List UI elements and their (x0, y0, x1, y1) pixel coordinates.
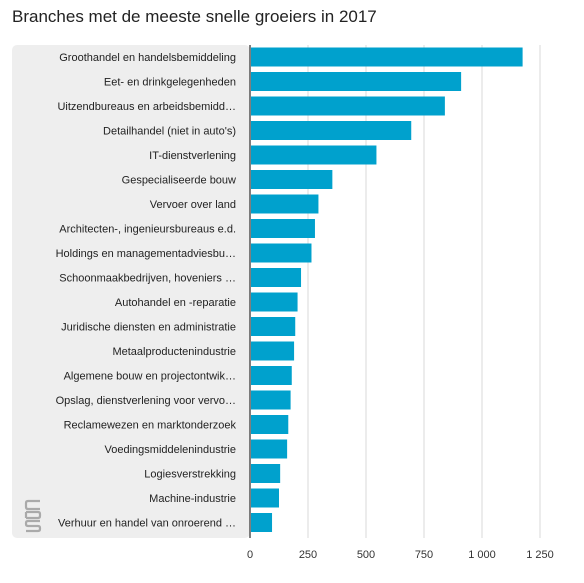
bar (251, 439, 288, 459)
category-label-panel (12, 45, 250, 538)
x-tick-label: 250 (299, 549, 317, 561)
x-tick-label: 500 (357, 549, 375, 561)
gridlines (307, 45, 541, 538)
category-label: Architecten-, ingenieursbureaus e.d. (59, 224, 236, 236)
bar (251, 317, 296, 336)
bar (251, 292, 298, 312)
category-label: Verhuur en handel van onroerend … (58, 518, 236, 530)
category-label: Reclamewezen en marktonderzoek (64, 420, 237, 432)
bar (251, 415, 289, 434)
bar (251, 219, 315, 238)
category-label: Vervoer over land (150, 199, 236, 211)
chart-title: Branches met de meeste snelle groeiers i… (12, 7, 377, 26)
x-tick-labels: 0 250 500 750 1 000 1 250 (247, 549, 554, 561)
bar (251, 341, 295, 361)
bar (251, 390, 291, 410)
bar (251, 121, 412, 140)
bar (251, 170, 333, 189)
category-label: Uitzendbureaus en arbeidsbemidd… (57, 101, 236, 113)
bar (251, 366, 292, 385)
bars (251, 47, 523, 532)
cbs-logo-icon (24, 499, 42, 533)
bar (251, 488, 279, 508)
category-label: Autohandel en -reparatie (115, 297, 236, 309)
category-label: Gespecialiseerde bouw (122, 175, 236, 187)
bar (251, 268, 302, 287)
category-label: Algemene bouw en projectontwik… (64, 371, 236, 383)
bar (251, 513, 273, 532)
bar (251, 96, 445, 116)
bar (251, 194, 319, 214)
x-tick-label: 750 (415, 549, 433, 561)
category-label: Eet- en drinkgelegenheden (104, 77, 236, 89)
category-label: Holdings en managementadviesbu… (56, 248, 236, 260)
bar (251, 47, 523, 67)
category-label: Groothandel en handelsbemiddeling (59, 52, 236, 64)
category-label: IT-dienstverlening (149, 150, 236, 162)
x-tick-label: 1 000 (468, 549, 496, 561)
category-label: Voedingsmiddelenindustrie (105, 444, 236, 456)
category-label: Schoonmaakbedrijven, hoveniers … (59, 273, 236, 285)
category-label: Opslag, dienstverlening voor vervo… (56, 395, 236, 407)
category-label: Machine-industrie (149, 493, 236, 505)
x-tick-label: 1 250 (526, 549, 554, 561)
category-labels: Groothandel en handelsbemiddeling Eet- en… (56, 52, 237, 530)
x-tick-label: 0 (247, 549, 253, 561)
category-label: Detailhandel (niet in auto's) (103, 126, 236, 138)
category-label: Metaalproductenindustrie (112, 346, 236, 358)
bar (251, 464, 281, 483)
category-label: Logiesverstrekking (144, 469, 236, 481)
bar (251, 72, 462, 91)
bar (251, 243, 312, 263)
category-label: Juridische diensten en administratie (61, 322, 236, 334)
bar (251, 145, 377, 165)
